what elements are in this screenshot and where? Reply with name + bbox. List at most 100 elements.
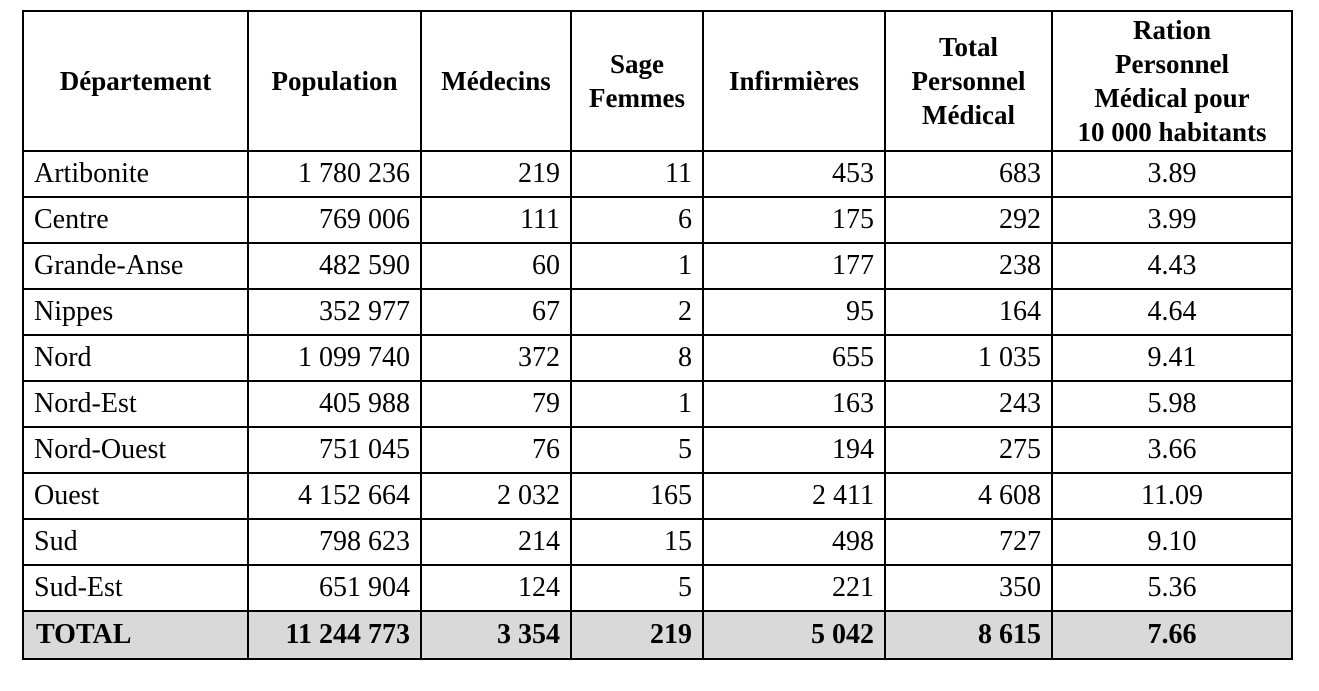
table-row: Artibonite 1 780 236 219 11 453 683 3.89	[22, 150, 1293, 198]
table-row: Sud 798 623 214 15 498 727 9.10	[22, 518, 1293, 566]
header-total-line3: Médical	[922, 100, 1015, 130]
cell-ratio: 9.10	[1051, 518, 1293, 566]
header-ratio-line1: Ration	[1132, 15, 1211, 45]
cell-sage-femmes: 5	[570, 564, 704, 612]
cell-ratio: 3.89	[1051, 150, 1293, 198]
cell-population: 798 623	[247, 518, 422, 566]
header-medecins: Médecins	[420, 10, 572, 152]
table-row: Grande-Anse 482 590 60 1 177 238 4.43	[22, 242, 1293, 290]
cell-population: 4 152 664	[247, 472, 422, 520]
cell-ratio: 3.66	[1051, 426, 1293, 474]
table-row: Nord 1 099 740 372 8 655 1 035 9.41	[22, 334, 1293, 382]
cell-sage-femmes: 8	[570, 334, 704, 382]
cell-total-personnel: 292	[884, 196, 1053, 244]
cell-infirmieres: 655	[702, 334, 886, 382]
total-cell-medecins: 3 354	[420, 610, 572, 660]
header-departement: Département	[22, 10, 249, 152]
cell-medecins: 60	[420, 242, 572, 290]
cell-total-personnel: 164	[884, 288, 1053, 336]
table-row: Sud-Est 651 904 124 5 221 350 5.36	[22, 564, 1293, 612]
cell-population: 1 099 740	[247, 334, 422, 382]
cell-total-personnel: 275	[884, 426, 1053, 474]
cell-sage-femmes: 11	[570, 150, 704, 198]
total-cell-departement: TOTAL	[22, 610, 249, 660]
cell-ratio: 4.43	[1051, 242, 1293, 290]
header-ratio-line2: Personnel	[1115, 49, 1229, 79]
header-sage-femmes-line2: Femmes	[589, 83, 685, 113]
cell-population: 482 590	[247, 242, 422, 290]
cell-medecins: 79	[420, 380, 572, 428]
header-departement-label: Département	[59, 66, 212, 96]
cell-population: 1 780 236	[247, 150, 422, 198]
header-total-line1: Total	[938, 32, 999, 62]
total-cell-sage-femmes: 219	[570, 610, 704, 660]
cell-sage-femmes: 165	[570, 472, 704, 520]
medical-staff-table: Département Population Médecins Sage Fem…	[22, 10, 1293, 660]
cell-infirmieres: 163	[702, 380, 886, 428]
cell-departement: Nord	[22, 334, 249, 382]
cell-medecins: 76	[420, 426, 572, 474]
total-cell-infirmieres: 5 042	[702, 610, 886, 660]
table-row: Nippes 352 977 67 2 95 164 4.64	[22, 288, 1293, 336]
cell-ratio: 5.98	[1051, 380, 1293, 428]
cell-ratio: 4.64	[1051, 288, 1293, 336]
header-infirmieres-label: Infirmières	[729, 66, 859, 96]
cell-total-personnel: 1 035	[884, 334, 1053, 382]
cell-medecins: 372	[420, 334, 572, 382]
cell-departement: Nord-Ouest	[22, 426, 249, 474]
cell-total-personnel: 683	[884, 150, 1053, 198]
header-total-personnel: Total Personnel Médical	[884, 10, 1053, 152]
header-population: Population	[247, 10, 422, 152]
header-ratio-line4: 10 000 habitants	[1077, 117, 1267, 147]
cell-total-personnel: 238	[884, 242, 1053, 290]
header-ratio-line3: Médical pour	[1094, 83, 1250, 113]
table-row: Ouest 4 152 664 2 032 165 2 411 4 608 11…	[22, 472, 1293, 520]
cell-population: 769 006	[247, 196, 422, 244]
cell-total-personnel: 350	[884, 564, 1053, 612]
total-cell-total-personnel: 8 615	[884, 610, 1053, 660]
cell-infirmieres: 221	[702, 564, 886, 612]
header-row: Département Population Médecins Sage Fem…	[22, 10, 1293, 152]
table-row: Centre 769 006 111 6 175 292 3.99	[22, 196, 1293, 244]
cell-population: 405 988	[247, 380, 422, 428]
cell-medecins: 219	[420, 150, 572, 198]
cell-infirmieres: 194	[702, 426, 886, 474]
cell-sage-femmes: 5	[570, 426, 704, 474]
cell-population: 751 045	[247, 426, 422, 474]
total-row: TOTAL 11 244 773 3 354 219 5 042 8 615 7…	[22, 610, 1293, 660]
cell-sage-femmes: 2	[570, 288, 704, 336]
cell-infirmieres: 177	[702, 242, 886, 290]
cell-sage-femmes: 6	[570, 196, 704, 244]
cell-sage-femmes: 1	[570, 242, 704, 290]
cell-infirmieres: 95	[702, 288, 886, 336]
cell-medecins: 214	[420, 518, 572, 566]
cell-ratio: 9.41	[1051, 334, 1293, 382]
cell-departement: Ouest	[22, 472, 249, 520]
cell-departement: Nord-Est	[22, 380, 249, 428]
header-infirmieres: Infirmières	[702, 10, 886, 152]
cell-infirmieres: 175	[702, 196, 886, 244]
total-cell-ratio: 7.66	[1051, 610, 1293, 660]
header-medecins-label: Médecins	[441, 66, 551, 96]
total-cell-population: 11 244 773	[247, 610, 422, 660]
table-row: Nord-Ouest 751 045 76 5 194 275 3.66	[22, 426, 1293, 474]
cell-ratio: 5.36	[1051, 564, 1293, 612]
cell-population: 352 977	[247, 288, 422, 336]
cell-departement: Artibonite	[22, 150, 249, 198]
cell-population: 651 904	[247, 564, 422, 612]
header-sage-femmes: Sage Femmes	[570, 10, 704, 152]
cell-departement: Sud	[22, 518, 249, 566]
cell-infirmieres: 498	[702, 518, 886, 566]
cell-departement: Nippes	[22, 288, 249, 336]
cell-departement: Sud-Est	[22, 564, 249, 612]
cell-ratio: 3.99	[1051, 196, 1293, 244]
cell-total-personnel: 4 608	[884, 472, 1053, 520]
cell-ratio: 11.09	[1051, 472, 1293, 520]
header-ratio: Ration Personnel Médical pour 10 000 hab…	[1051, 10, 1293, 152]
header-total-line2: Personnel	[911, 66, 1026, 96]
cell-infirmieres: 453	[702, 150, 886, 198]
cell-departement: Grande-Anse	[22, 242, 249, 290]
cell-medecins: 111	[420, 196, 572, 244]
cell-medecins: 2 032	[420, 472, 572, 520]
cell-departement: Centre	[22, 196, 249, 244]
